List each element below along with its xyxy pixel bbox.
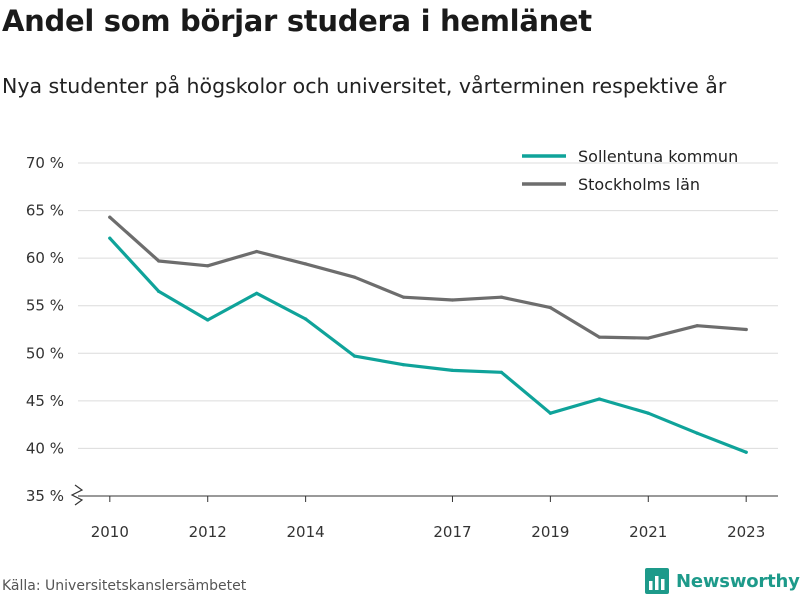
data-point: [597, 335, 601, 339]
data-point: [157, 259, 161, 263]
x-tick-label: 2017: [433, 523, 471, 541]
data-point: [597, 397, 601, 401]
data-point: [352, 275, 357, 279]
data-point: [401, 363, 406, 367]
x-tick-label: 2014: [287, 523, 325, 541]
data-point: [255, 249, 259, 254]
data-point: [206, 318, 210, 322]
grid-lines: [78, 162, 778, 449]
y-tick-label: 65 %: [26, 202, 64, 220]
legend-label: Stockholms län: [578, 175, 700, 194]
y-tick-label: 50 %: [26, 344, 64, 362]
data-point: [206, 264, 210, 268]
data-point: [304, 317, 308, 321]
series-line-2: [108, 215, 748, 340]
data-point: [695, 324, 699, 328]
data-point: [304, 262, 308, 266]
legend-label: Sollentuna kommun: [578, 147, 738, 166]
data-point: [695, 431, 699, 435]
data-point: [157, 289, 161, 294]
bar-chart-logo-icon: [645, 568, 669, 594]
data-point: [255, 291, 259, 295]
data-point: [108, 236, 112, 240]
x-tick-label: 2012: [189, 523, 227, 541]
data-point: [450, 298, 455, 302]
source-note: Källa: Universitetskanslersämbetet: [2, 578, 247, 594]
x-tick-label: 2010: [91, 523, 129, 541]
data-point: [499, 370, 504, 374]
data-point: [499, 295, 504, 299]
x-tick-label: 2023: [727, 523, 765, 541]
data-point: [548, 306, 552, 310]
data-point: [744, 450, 748, 454]
data-point: [646, 336, 650, 340]
data-point: [646, 411, 650, 415]
legend: Sollentuna kommun Stockholms län: [522, 147, 738, 194]
y-tick-label: 60 %: [26, 249, 64, 267]
brand-name: Newsworthy: [676, 570, 800, 592]
axes: 35 % 40 % 45 % 50 % 55 % 60 % 65 % 70 % 2010 2012…: [26, 154, 778, 541]
data-point: [548, 411, 552, 415]
x-tick-label: 2019: [531, 523, 569, 541]
data-point: [108, 215, 112, 219]
series-lines: [108, 215, 748, 454]
y-tick-label: 40 %: [26, 439, 64, 457]
y-tick-label: 70 %: [26, 154, 64, 172]
data-point: [401, 295, 406, 299]
data-point: [352, 354, 357, 358]
data-point: [744, 327, 748, 332]
chart-subtitle: Nya studenter på högskolor och universit…: [2, 74, 727, 98]
brand-logo[interactable]: Newsworthy: [645, 568, 800, 594]
y-tick-label: 35 %: [26, 487, 64, 505]
x-tick-label: 2021: [629, 523, 667, 541]
axis-break-icon: [70, 484, 84, 506]
y-tick-label: 45 %: [26, 392, 64, 410]
y-tick-label: 55 %: [26, 297, 64, 315]
data-point: [450, 368, 455, 373]
series-line-1: [108, 236, 748, 454]
chart-title: Andel som börjar studera i hemlänet: [2, 4, 592, 38]
